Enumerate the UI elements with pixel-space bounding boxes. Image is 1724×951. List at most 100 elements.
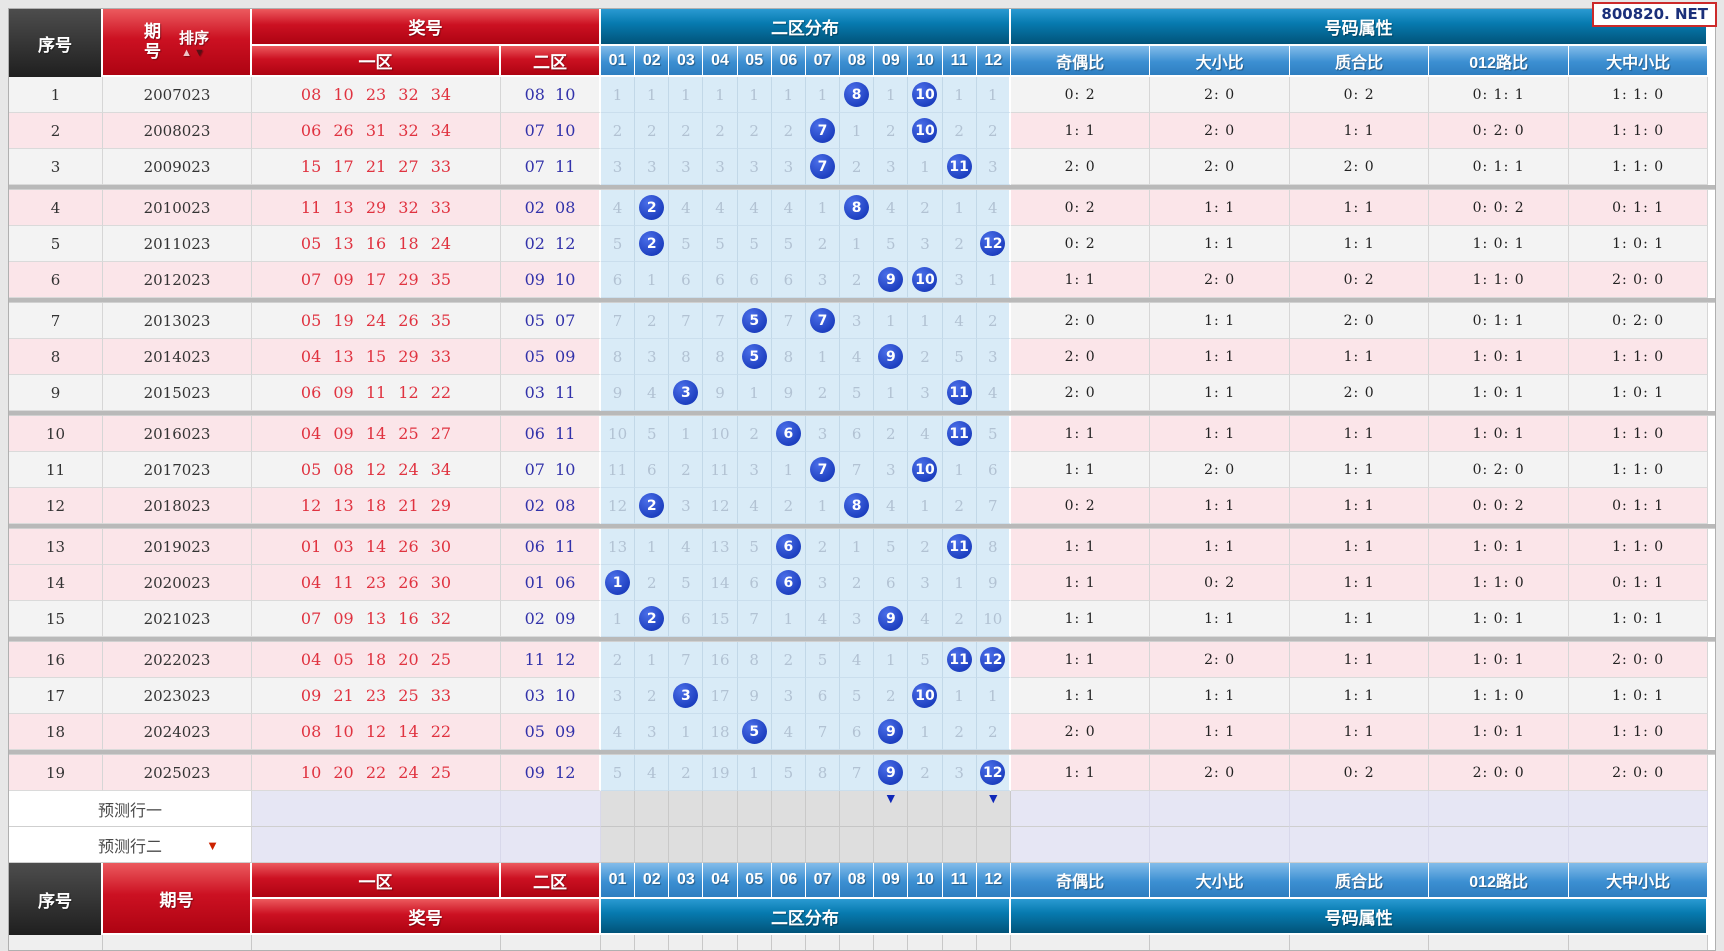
prediction-dist-cell-07[interactable] xyxy=(805,791,841,827)
dist-cell-01: 4 xyxy=(601,714,636,750)
prediction-dist-cell-05[interactable] xyxy=(737,827,772,863)
hit-ball: 5 xyxy=(741,719,767,744)
attr-column-header-4: 012路比 xyxy=(1429,46,1569,77)
sort-up-icon[interactable]: ▲ xyxy=(181,46,194,59)
dist-cell-09: 1 xyxy=(874,77,909,113)
dist-cell-12: 1 xyxy=(976,262,1011,298)
prediction-attr-cell-1[interactable] xyxy=(1010,791,1151,827)
dist-cell-04: 8 xyxy=(703,339,738,375)
prediction-dist-cell-11[interactable] xyxy=(942,791,977,827)
serial-cell: 8 xyxy=(9,339,103,375)
attr-cell-prime-composite-ratio: 1: 1 xyxy=(1289,416,1430,452)
hit-ball: 3 xyxy=(673,380,699,405)
prediction-attr-cell-5[interactable] xyxy=(1568,827,1709,863)
period-cell: 2010023 xyxy=(103,190,252,226)
dist-cell-07: 1 xyxy=(805,77,841,113)
dist-cell-09: 4 xyxy=(874,190,909,226)
prediction-dist-cell-01[interactable] xyxy=(601,827,636,863)
attr-cell-big-mid-small-ratio: 2: 0: 0 xyxy=(1568,642,1709,678)
prediction-zone2-cell[interactable] xyxy=(501,827,601,863)
hit-ball: 6 xyxy=(775,421,801,446)
dist-cell-06: 7 xyxy=(771,303,806,339)
prediction-dist-cell-09[interactable]: ▼ xyxy=(874,791,909,827)
prediction-dist-cell-06[interactable] xyxy=(771,827,806,863)
serial-cell: 4 xyxy=(9,190,103,226)
dist-cell-09: 9 xyxy=(874,755,909,791)
attr-cell-big-mid-small-ratio: 1: 1: 0 xyxy=(1568,452,1709,488)
hit-ball: 9 xyxy=(878,344,904,369)
hit-ball: 8 xyxy=(844,493,870,518)
attr-cell-big-mid-small-ratio: 0: 2: 0 xyxy=(1568,303,1709,339)
prediction-zone1-cell[interactable] xyxy=(252,827,501,863)
zone1-numbers: 08 10 23 32 34 xyxy=(252,77,501,113)
attr-cell-big-small-ratio: 2: 0 xyxy=(1150,77,1290,113)
prediction-dist-cell-11[interactable] xyxy=(942,827,977,863)
attr-cell-road012-ratio: 1: 0: 1 xyxy=(1429,226,1569,262)
attr-cell-odd-even-ratio: 1: 1 xyxy=(1010,262,1151,298)
prediction-dist-cell-12[interactable] xyxy=(976,827,1011,863)
prediction-dist-cell-10[interactable] xyxy=(908,791,943,827)
dist-cell-12: 2 xyxy=(976,303,1011,339)
attr-cell-big-small-ratio: 1: 1 xyxy=(1150,303,1290,339)
column-header-05: 05 xyxy=(737,863,772,899)
zone1-numbers: 15 17 21 27 33 xyxy=(252,149,501,185)
dist-cell-06: 6 xyxy=(771,565,806,601)
footer-prize-label: 奖号 xyxy=(408,908,443,928)
dist-cell-09: 6 xyxy=(874,565,909,601)
prediction-dist-cell-10[interactable] xyxy=(908,827,943,863)
dist-cell-12: 10 xyxy=(976,601,1011,637)
prediction-dist-cell-12[interactable]: ▼ xyxy=(976,791,1011,827)
dist-cell-10: 10 xyxy=(908,77,943,113)
zone2-numbers: 02 08 xyxy=(501,488,601,524)
prediction-dist-cell-06[interactable] xyxy=(771,791,806,827)
serial-cell: 9 xyxy=(9,375,103,411)
dist-cell-02: 2 xyxy=(635,488,670,524)
dist-cell-07: 3 xyxy=(805,565,841,601)
prediction-attr-cell-3[interactable] xyxy=(1289,791,1430,827)
prediction-dist-cell-09[interactable] xyxy=(874,827,909,863)
dist-cell-11: 2 xyxy=(942,714,977,750)
attr-cell-big-small-ratio: 1: 1 xyxy=(1150,678,1290,714)
prediction-dist-cell-08[interactable] xyxy=(840,791,875,827)
prediction-attr-cell-4[interactable] xyxy=(1429,791,1569,827)
prediction-zone2-cell[interactable] xyxy=(501,791,601,827)
dist-cell-06: 1 xyxy=(771,601,806,637)
prediction-dist-cell-05[interactable] xyxy=(737,791,772,827)
prediction-dist-cell-02[interactable] xyxy=(635,791,670,827)
hit-ball: 10 xyxy=(912,457,938,482)
prediction-dist-cell-04[interactable] xyxy=(703,827,738,863)
prediction-dist-cell-07[interactable] xyxy=(805,827,841,863)
prediction-attr-cell-2[interactable] xyxy=(1150,791,1290,827)
hit-ball: 7 xyxy=(810,154,836,179)
prediction-zone1-cell[interactable] xyxy=(252,791,501,827)
prediction-dist-cell-03[interactable] xyxy=(669,827,704,863)
dist-cell-08: 5 xyxy=(840,375,875,411)
dist-cell-06: 6 xyxy=(771,262,806,298)
prediction-dist-cell-04[interactable] xyxy=(703,791,738,827)
attr-cell-prime-composite-ratio: 1: 1 xyxy=(1289,565,1430,601)
dist-cell-11: 2 xyxy=(942,226,977,262)
attr-cell-big-mid-small-ratio: 0: 1: 1 xyxy=(1568,565,1709,601)
prediction-attr-cell-4[interactable] xyxy=(1429,827,1569,863)
prediction-dist-cell-08[interactable] xyxy=(840,827,875,863)
sort-arrows[interactable]: ▲▼ xyxy=(181,46,207,59)
prediction-attr-cell-5[interactable] xyxy=(1568,791,1709,827)
sort-label: 排序 xyxy=(178,29,209,47)
prediction-attr-cell-3[interactable] xyxy=(1289,827,1430,863)
sort-down-icon[interactable]: ▼ xyxy=(193,46,207,59)
zone1-numbers: 04 05 18 20 25 xyxy=(252,642,501,678)
dist-cell-07: 3 xyxy=(805,262,841,298)
zone1-numbers: 12 13 18 21 29 xyxy=(252,488,501,524)
table-row: 12 2018023 12 13 18 21 29 02 08 12 2 3 12 4 2 1 8 4 1… xyxy=(9,488,1715,524)
dist-cell-09: 1 xyxy=(874,303,909,339)
prediction-dist-cell-03[interactable] xyxy=(669,791,704,827)
zone1-numbers: 09 21 23 25 33 xyxy=(252,678,501,714)
prediction-attr-cell-1[interactable] xyxy=(1010,827,1151,863)
prediction-dist-cell-01[interactable] xyxy=(601,791,636,827)
prediction-dist-cell-02[interactable] xyxy=(635,827,670,863)
dist-cell-10: 4 xyxy=(908,601,943,637)
zone1-numbers: 11 13 29 32 33 xyxy=(252,190,501,226)
sort-control[interactable]: 排序 ▲▼ xyxy=(178,27,209,59)
column-header-08: 08 xyxy=(840,46,875,77)
prediction-attr-cell-2[interactable] xyxy=(1150,827,1290,863)
